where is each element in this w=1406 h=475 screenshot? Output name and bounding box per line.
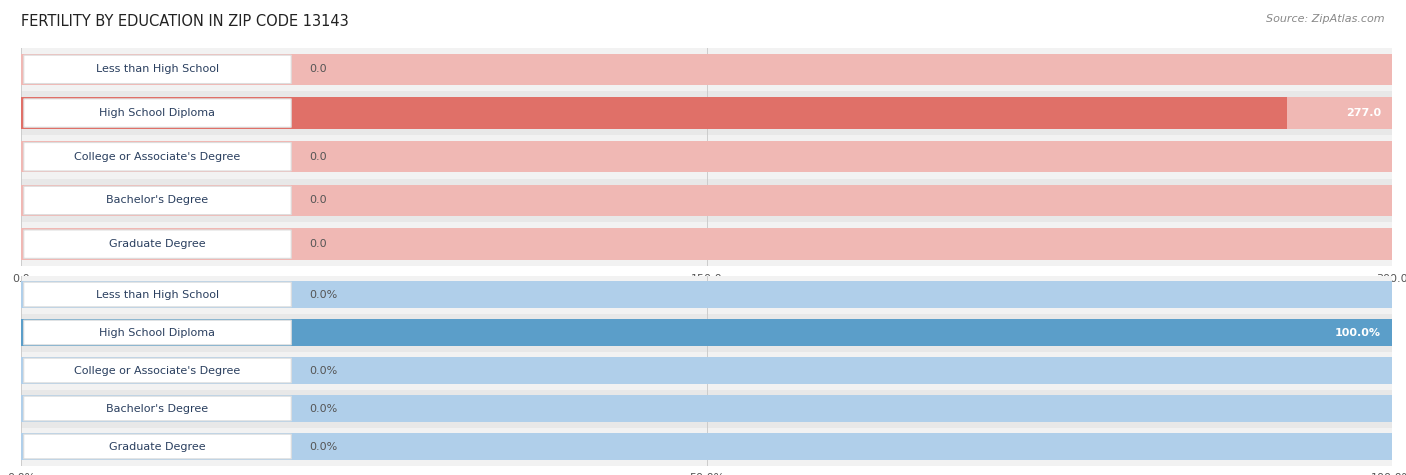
Text: 0.0%: 0.0% xyxy=(309,403,337,414)
Bar xyxy=(21,357,1392,384)
Text: 0.0%: 0.0% xyxy=(309,289,337,300)
Bar xyxy=(21,185,1392,216)
Text: Graduate Degree: Graduate Degree xyxy=(110,239,205,249)
Text: FERTILITY BY EDUCATION IN ZIP CODE 13143: FERTILITY BY EDUCATION IN ZIP CODE 13143 xyxy=(21,14,349,29)
Text: 0.0%: 0.0% xyxy=(309,365,337,376)
Bar xyxy=(21,314,1392,352)
Bar xyxy=(21,319,1392,346)
Bar xyxy=(21,276,1392,314)
Text: College or Associate's Degree: College or Associate's Degree xyxy=(75,365,240,376)
FancyBboxPatch shape xyxy=(24,99,291,127)
FancyBboxPatch shape xyxy=(24,186,291,215)
Bar xyxy=(21,228,1392,260)
Text: College or Associate's Degree: College or Associate's Degree xyxy=(75,152,240,162)
Bar xyxy=(21,97,1392,129)
Text: Graduate Degree: Graduate Degree xyxy=(110,441,205,452)
Text: 0.0: 0.0 xyxy=(309,239,326,249)
FancyBboxPatch shape xyxy=(24,434,291,459)
FancyBboxPatch shape xyxy=(24,230,291,258)
Bar xyxy=(21,428,1392,466)
FancyBboxPatch shape xyxy=(24,358,291,383)
Bar xyxy=(21,141,1392,172)
Text: High School Diploma: High School Diploma xyxy=(100,327,215,338)
FancyBboxPatch shape xyxy=(24,55,291,84)
Text: Less than High School: Less than High School xyxy=(96,64,219,75)
Bar xyxy=(21,54,1392,85)
FancyBboxPatch shape xyxy=(24,142,291,171)
FancyBboxPatch shape xyxy=(24,282,291,307)
Text: High School Diploma: High School Diploma xyxy=(100,108,215,118)
FancyBboxPatch shape xyxy=(24,320,291,345)
Bar xyxy=(21,135,1392,179)
Bar xyxy=(21,91,1392,135)
Bar xyxy=(21,222,1392,266)
Text: Less than High School: Less than High School xyxy=(96,289,219,300)
Bar xyxy=(21,433,1392,460)
Text: 0.0%: 0.0% xyxy=(309,441,337,452)
Bar xyxy=(21,48,1392,91)
Bar xyxy=(21,352,1392,390)
Bar xyxy=(21,319,1392,346)
Text: 100.0%: 100.0% xyxy=(1334,327,1381,338)
Text: Bachelor's Degree: Bachelor's Degree xyxy=(107,195,208,206)
Text: 277.0: 277.0 xyxy=(1346,108,1381,118)
Text: 0.0: 0.0 xyxy=(309,64,326,75)
Bar xyxy=(21,97,1286,129)
Bar xyxy=(21,390,1392,428)
Bar xyxy=(21,395,1392,422)
Text: 0.0: 0.0 xyxy=(309,152,326,162)
Text: Source: ZipAtlas.com: Source: ZipAtlas.com xyxy=(1267,14,1385,24)
Text: 0.0: 0.0 xyxy=(309,195,326,206)
FancyBboxPatch shape xyxy=(24,396,291,421)
Text: Bachelor's Degree: Bachelor's Degree xyxy=(107,403,208,414)
Bar xyxy=(21,281,1392,308)
Bar xyxy=(21,179,1392,222)
